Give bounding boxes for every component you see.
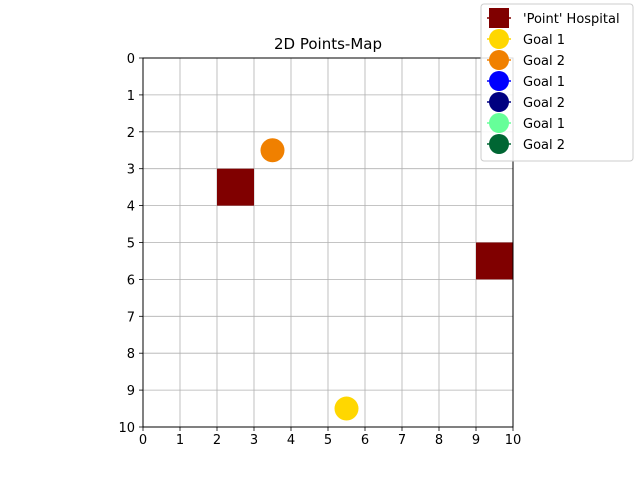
x-tick-label: 8 (435, 433, 443, 448)
goal-circle-marker (334, 396, 359, 421)
hospital-square-marker (217, 168, 254, 206)
x-tick-label: 1 (176, 433, 184, 448)
y-tick-label: 1 (127, 89, 135, 104)
x-tick-label: 6 (361, 433, 369, 448)
grid (142, 57, 514, 428)
axis-ticks: 0 1 2 3 4 5 6 7 8 9 10 0 1 2 3 4 5 6 7 8 9 10 (118, 52, 521, 448)
y-tick-label: 2 (127, 126, 135, 141)
legend-label: Goal 2 (523, 54, 565, 69)
y-tick-label: 6 (127, 273, 135, 288)
legend-circle-marker (489, 113, 509, 133)
x-tick-label: 5 (324, 433, 332, 448)
x-tick-label: 7 (398, 433, 406, 448)
y-tick-label: 5 (127, 237, 135, 252)
legend-label: Goal 1 (523, 75, 565, 90)
legend-circle-marker (489, 50, 509, 70)
plot-marks (217, 138, 513, 421)
legend-label: Goal 2 (523, 96, 565, 111)
x-tick-label: 10 (505, 433, 522, 448)
y-tick-label: 4 (127, 200, 135, 215)
y-tick-label: 3 (127, 163, 135, 178)
goal-circle-marker (260, 138, 285, 163)
y-tick-label: 9 (127, 384, 135, 399)
legend-square-marker (489, 8, 509, 28)
legend-circle-marker (489, 71, 509, 91)
legend-label: Goal 1 (523, 33, 565, 48)
legend-label: 'Point' Hospital (523, 12, 620, 27)
legend-label: Goal 1 (523, 117, 565, 132)
y-tick-label: 7 (127, 310, 135, 325)
x-tick-label: 0 (139, 433, 147, 448)
plot-frame (142, 57, 514, 428)
chart-title: 2D Points-Map (274, 35, 382, 53)
legend: 'Point' Hospital Goal 1 Goal 2 Goal 1 Goal 2… (480, 3, 634, 162)
hospital-square-marker (476, 242, 513, 280)
x-tick-label: 4 (287, 433, 295, 448)
y-tick-label: 10 (118, 421, 135, 436)
legend-box (480, 3, 634, 162)
legend-circle-marker (489, 92, 509, 112)
legend-label: Goal 2 (523, 138, 565, 153)
legend-circle-marker (489, 29, 509, 49)
x-tick-label: 2 (213, 433, 221, 448)
y-tick-label: 0 (127, 52, 135, 67)
legend-circle-marker (489, 134, 509, 154)
x-tick-label: 3 (250, 433, 258, 448)
x-tick-label: 9 (472, 433, 480, 448)
y-tick-label: 8 (127, 347, 135, 362)
